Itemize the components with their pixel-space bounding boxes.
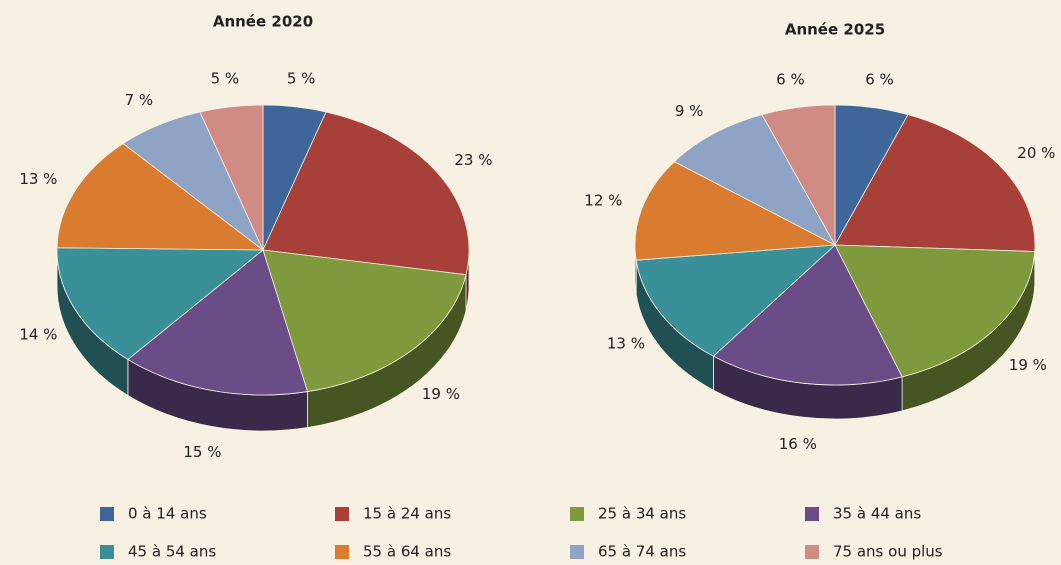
data-label: 9 % — [675, 102, 704, 120]
pie-slice — [127, 249, 309, 396]
legend-swatch — [335, 545, 349, 559]
pie-slice — [634, 161, 837, 261]
legend-label: 55 à 64 ans — [363, 543, 451, 561]
data-label: 13 % — [19, 170, 57, 188]
data-label: 7 % — [125, 91, 154, 109]
legend-label: 15 à 24 ans — [363, 505, 451, 523]
pie-slice — [56, 143, 265, 251]
legend-label: 45 à 54 ans — [128, 543, 216, 561]
legend-swatch — [100, 545, 114, 559]
pie-slice — [262, 111, 470, 276]
data-label: 6 % — [865, 70, 894, 88]
legend-label: 65 à 74 ans — [598, 543, 686, 561]
data-label: 6 % — [776, 70, 805, 88]
pie-slice — [761, 104, 836, 247]
pie-slice — [673, 114, 837, 246]
legend-swatch — [335, 507, 349, 521]
data-label: 15 % — [183, 443, 221, 461]
legend-swatch — [100, 507, 114, 521]
data-label: 19 % — [422, 385, 460, 403]
legend-label: 75 ans ou plus — [833, 543, 943, 561]
legend-swatch — [570, 507, 584, 521]
pie-slice — [635, 244, 837, 357]
pie-slice — [834, 244, 1036, 378]
chart-title: Année 2025 — [785, 21, 885, 39]
legend-label: 35 à 44 ans — [833, 505, 921, 523]
legend-swatch — [805, 507, 819, 521]
legend-label: 25 à 34 ans — [598, 505, 686, 523]
data-label: 23 % — [454, 151, 492, 169]
pie-slice — [56, 247, 265, 360]
pie-slice — [199, 104, 264, 251]
legend-label: 0 à 14 ans — [128, 505, 207, 523]
data-label: 5 % — [287, 70, 316, 88]
data-label: 14 % — [19, 326, 57, 344]
data-label: 16 % — [779, 435, 817, 453]
chart-title: Année 2020 — [213, 13, 313, 31]
data-label: 20 % — [1017, 144, 1055, 162]
data-label: 19 % — [1009, 356, 1047, 374]
data-label: 12 % — [584, 192, 622, 210]
pie-slice — [712, 244, 903, 386]
pie-slice — [834, 114, 1036, 252]
data-label: 5 % — [211, 70, 240, 88]
legend-swatch — [570, 545, 584, 559]
pie-slice — [262, 249, 467, 393]
legend-swatch — [805, 545, 819, 559]
data-label: 13 % — [607, 335, 645, 353]
